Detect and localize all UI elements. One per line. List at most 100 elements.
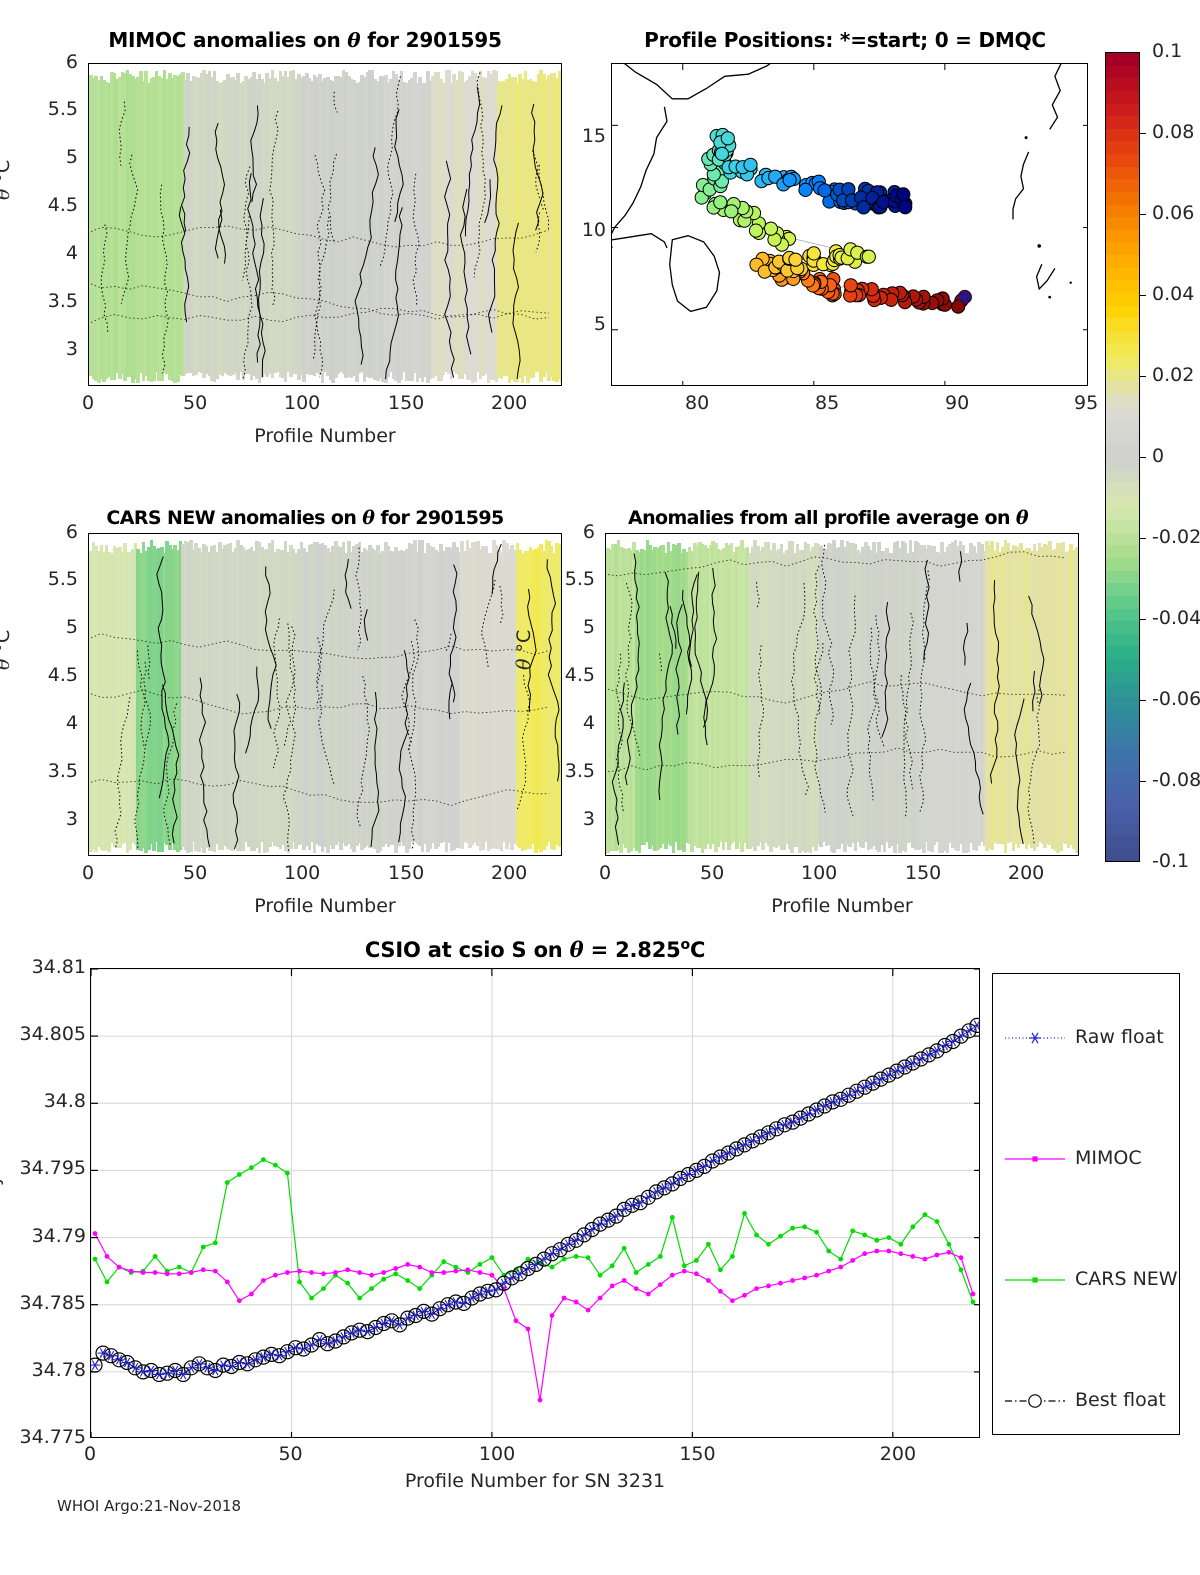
- cars-xtick-0: 0: [82, 862, 95, 884]
- mimoc-panel-group: MIMOC anomalies on θ for 2901595 6 5.5 5…: [0, 0, 600, 460]
- allprofile-ylabel-unit: °C: [513, 629, 535, 659]
- bottom-chart-legend: Raw float MIMOC CARS NEW Best float: [992, 973, 1180, 1435]
- cars-xtick-50: 50: [183, 862, 208, 884]
- legend-svg: [1005, 1032, 1065, 1408]
- allprofile-panel-title: Anomalies from all profile average on θ: [563, 507, 1093, 529]
- colorbar-tickmark-6: [1140, 538, 1146, 539]
- cars-title-pre: CARS NEW anomalies on: [106, 507, 363, 529]
- contour-lines: [90, 543, 560, 851]
- allprofile-contour-axes: [605, 533, 1079, 856]
- colorbar-tick-3: 0.04: [1152, 283, 1195, 305]
- bottom-xtick-3: 150: [679, 1443, 716, 1465]
- bottom-ylabel: Salinity: [0, 1174, 4, 1245]
- mimoc-ylabel-theta: θ: [0, 189, 14, 200]
- positions-ytick-5: 5: [593, 313, 606, 335]
- colorbar-tickmark-3: [1140, 295, 1146, 296]
- bottom-ytick-1: 34.805: [19, 1023, 86, 1046]
- allprofile-ytick-4: 4: [582, 712, 595, 734]
- colorbar-tick-6: -0.02: [1152, 526, 1200, 548]
- allprofile-ytick-6: 6: [582, 521, 595, 543]
- colorbar-tick-4: 0.02: [1152, 364, 1195, 386]
- cars-xtick-150: 150: [388, 862, 425, 884]
- allprofile-ylabel: θ °C: [513, 630, 535, 670]
- mimoc-panel-title: MIMOC anomalies on θ for 2901595: [40, 28, 570, 52]
- cars-ylabel: θ °C: [0, 630, 14, 670]
- cars-panel-group: CARS NEW anomalies on θ for 2901595 6 5.…: [0, 485, 600, 935]
- allprofile-xtick-200: 200: [1008, 862, 1045, 884]
- theta-symbol: θ: [569, 937, 584, 962]
- positions-ytick-labels: 15 10 5: [570, 63, 606, 386]
- mimoc-ytick-6: 6: [65, 51, 78, 73]
- allprofile-ylabel-theta: θ: [513, 658, 535, 670]
- colorbar-tickmark-1: [1140, 133, 1146, 134]
- colorbar-tickmark-8: [1140, 700, 1146, 701]
- colorbar-tick-7: -0.04: [1152, 607, 1200, 629]
- cars-ytick-5p5: 5.5: [47, 568, 78, 590]
- mimoc-ytick-3p5: 3.5: [47, 290, 78, 312]
- positions-panel-title: Profile Positions: *=start; 0 = DMQC: [644, 28, 1046, 52]
- colorbar-tick-5: 0: [1152, 445, 1165, 467]
- colorbar-tickmark-4: [1140, 376, 1146, 377]
- mimoc-xtick-100: 100: [284, 392, 321, 414]
- contour-lines: [607, 544, 1067, 845]
- cars-ylabel-theta: θ: [0, 659, 14, 670]
- bottom-title-end: C: [689, 938, 706, 962]
- bottom-ytick-3: 34.795: [19, 1157, 86, 1180]
- allprofile-xtick-0: 0: [599, 862, 612, 884]
- bottom-ytick-2: 34.8: [43, 1090, 86, 1113]
- mimoc-ytick-3: 3: [65, 338, 78, 360]
- allprofile-ytick-3p5: 3.5: [564, 760, 595, 782]
- mimoc-xtick-0: 0: [82, 392, 95, 414]
- bottom-ytick-7: 34.775: [19, 1426, 86, 1448]
- bottom-chart-svg: [91, 969, 979, 1437]
- mimoc-contour-axes: [88, 63, 562, 386]
- legend-label-mimoc: MIMOC: [1075, 1147, 1142, 1169]
- legend-label-raw-float: Raw float: [1075, 1026, 1164, 1048]
- bottom-ytick-5: 34.785: [19, 1291, 86, 1314]
- bottom-xlabel: Profile Number for SN 3231: [404, 1470, 666, 1492]
- allprofile-ytick-labels: 6 5.5 5 4.5 4 3.5 3: [547, 521, 599, 856]
- legend-label-cars-new: CARS NEW: [1075, 1268, 1178, 1290]
- allprofile-ytick-3: 3: [582, 808, 595, 830]
- cars-xtick-200: 200: [491, 862, 528, 884]
- mimoc-title-post: for 2901595: [360, 28, 502, 52]
- allprofile-ytick-4p5: 4.5: [564, 664, 595, 686]
- bottom-xtick-2: 100: [478, 1443, 516, 1465]
- cars-title-post: for 2901595: [374, 507, 504, 529]
- bottom-ytick-4: 34.79: [31, 1224, 86, 1247]
- cars-ytick-4p5: 4.5: [47, 664, 78, 686]
- mimoc-xlabel: Profile Number: [254, 425, 396, 447]
- bottom-ytick-0: 34.81: [31, 956, 86, 978]
- bottom-chart-axes: [90, 968, 980, 1438]
- colorbar-gradient: [1105, 52, 1140, 862]
- positions-panel-group: Profile Positions: *=start; 0 = DMQC 15 …: [582, 0, 1098, 460]
- bottom-xtick-4: 200: [879, 1443, 917, 1465]
- mimoc-xtick-200: 200: [491, 392, 528, 414]
- theta-symbol: θ: [1015, 507, 1029, 529]
- positions-ytick-15: 15: [581, 125, 606, 147]
- mimoc-ytick-labels: 6 5.5 5 4.5 4 3.5 3: [30, 51, 82, 386]
- colorbar-tick-10: -0.1: [1152, 850, 1190, 872]
- mimoc-xtick-150: 150: [388, 392, 425, 414]
- positions-xtick-85: 85: [815, 392, 840, 414]
- cars-xlabel: Profile Number: [254, 895, 396, 917]
- map-svg: [612, 64, 1087, 385]
- cars-ylabel-unit: °C: [0, 629, 14, 653]
- bottom-title-pre: CSIO at csio S on: [364, 938, 570, 962]
- theta-symbol: θ: [347, 28, 361, 52]
- colorbar-tick-1: 0.08: [1152, 121, 1195, 143]
- positions-ytick-10: 10: [581, 219, 606, 241]
- allprofile-ytick-5: 5: [582, 616, 595, 638]
- cars-ytick-labels: 6 5.5 5 4.5 4 3.5 3: [30, 521, 82, 856]
- mimoc-title-pre: MIMOC anomalies on: [108, 28, 348, 52]
- mimoc-ylabel-unit: °C: [0, 159, 14, 183]
- bottom-xtick-1: 50: [278, 1443, 303, 1465]
- cars-contour-axes: [88, 533, 562, 856]
- cars-panel-title: CARS NEW anomalies on θ for 2901595: [40, 507, 570, 529]
- colorbar-tick-8: -0.06: [1152, 688, 1200, 710]
- positions-xtick-80: 80: [685, 392, 710, 414]
- allprofile-xlabel: Profile Number: [771, 895, 913, 917]
- mimoc-xtick-50: 50: [183, 392, 208, 414]
- degree-sup: o: [680, 937, 691, 953]
- cars-ytick-3p5: 3.5: [47, 760, 78, 782]
